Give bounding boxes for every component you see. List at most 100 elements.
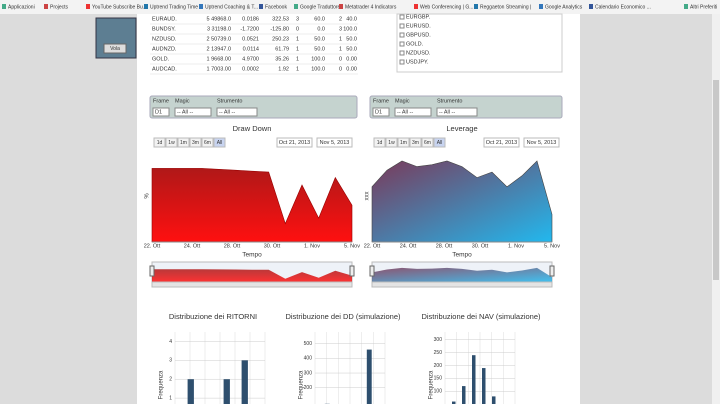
checkbox[interactable] [399, 32, 405, 38]
symbol: USDJPY. [406, 59, 429, 65]
table-cell: 4.9700 [242, 56, 259, 62]
table-cell: 35.26 [275, 56, 289, 62]
date-box[interactable] [316, 137, 353, 148]
histogram-bar [472, 355, 476, 404]
scroll-thumb[interactable] [713, 80, 719, 280]
select-value[interactable]: -- All -- [177, 109, 193, 115]
navigator-handle[interactable] [349, 265, 355, 277]
range-button[interactable] [373, 137, 386, 148]
range-label[interactable]: 3m [412, 140, 419, 146]
checkbox[interactable] [399, 23, 405, 29]
bookmark-icon[interactable] [44, 4, 48, 9]
range-label[interactable]: 1d [377, 140, 383, 146]
range-label[interactable]: 1w [388, 140, 395, 146]
table-cell: 100.0 [311, 56, 325, 62]
bookmark[interactable]: Reggaeton Streaming | [480, 4, 531, 10]
date-box[interactable] [276, 137, 313, 148]
bookmark[interactable]: YouTube Subscribe Bu... [92, 4, 147, 10]
bookmark-icon[interactable] [294, 4, 298, 9]
range-button[interactable] [397, 137, 410, 148]
vola-button[interactable] [103, 43, 127, 54]
date-box[interactable] [483, 137, 520, 148]
bookmark-icon[interactable] [474, 4, 478, 9]
range-label[interactable]: 6m [424, 140, 431, 146]
checkbox[interactable] [399, 14, 405, 20]
range-label[interactable]: 1d [157, 140, 163, 146]
bookmark-icon[interactable] [539, 4, 543, 9]
date-value[interactable]: Nov 5, 2013 [320, 140, 350, 146]
range-label[interactable]: 6m [204, 140, 211, 146]
navigator-handle[interactable] [149, 265, 155, 277]
select[interactable] [436, 107, 478, 117]
bookmark-icon[interactable] [339, 4, 343, 9]
bookmark[interactable]: Calendario Economico ... [595, 4, 651, 10]
range-button[interactable] [177, 137, 190, 148]
range-label[interactable]: 1w [168, 140, 175, 146]
range-button[interactable] [153, 137, 166, 148]
range-button[interactable] [201, 137, 214, 148]
select-value[interactable]: -- All -- [397, 109, 413, 115]
bookmark[interactable]: Applicazioni [8, 4, 35, 10]
range-button[interactable] [421, 137, 434, 148]
bookmark[interactable]: Projects [50, 4, 69, 10]
bookmark[interactable]: Google Traduttore [300, 4, 341, 10]
histogram-bar [462, 386, 466, 404]
x-tick-label: 1. Nov [508, 243, 524, 249]
table-cell: AUDCAD. [152, 66, 177, 72]
date-value[interactable]: Nov 5, 2013 [527, 140, 557, 146]
select[interactable] [394, 107, 432, 117]
bookmark[interactable]: Uptrend Coaching & T... [205, 4, 258, 10]
date-value[interactable]: Oct 21, 2013 [486, 140, 518, 146]
table-cell: 1.92 [278, 66, 289, 72]
range-button[interactable] [189, 137, 202, 148]
select-value[interactable]: -- All -- [219, 109, 235, 115]
range-label[interactable]: All [437, 140, 443, 146]
y-tick-label: 500 [304, 341, 313, 347]
bookmark[interactable]: Uptrend Trading Time [150, 4, 198, 10]
table-cell: 0.0 [317, 26, 325, 32]
select-value[interactable]: -- All -- [439, 109, 455, 115]
bookmark[interactable]: Metatrader 4 Indicators [345, 4, 397, 10]
range-button[interactable] [409, 137, 422, 148]
range-label[interactable]: 3m [192, 140, 199, 146]
select[interactable] [216, 107, 258, 117]
select[interactable] [174, 107, 212, 117]
range-label[interactable]: 1m [180, 140, 187, 146]
select[interactable] [372, 107, 390, 117]
range-label[interactable]: All [217, 140, 223, 146]
y-tick-label: 2 [169, 377, 172, 383]
button-label[interactable]: Vola [110, 46, 120, 52]
bookmark[interactable]: Google Analytics [545, 4, 583, 10]
navigator-handle[interactable] [369, 265, 375, 277]
checkbox[interactable] [399, 50, 405, 56]
range-button[interactable] [213, 137, 226, 148]
bookmark-icon[interactable] [144, 4, 148, 9]
bookmark-icon[interactable] [2, 4, 6, 9]
bookmark-icon[interactable] [684, 4, 688, 9]
table-cell: 0.0002 [242, 66, 259, 72]
bookmark[interactable]: Facebook [265, 4, 287, 10]
bookmark-icon[interactable] [414, 4, 418, 9]
select-value[interactable]: D1 [155, 109, 162, 115]
bookmark-icon[interactable] [199, 4, 203, 9]
bookmark-icon[interactable] [259, 4, 263, 9]
date-box[interactable] [523, 137, 560, 148]
table-cell: 50.0 [346, 36, 357, 42]
range-button[interactable] [433, 137, 446, 148]
x-tick-label: 30. Ott [472, 243, 489, 249]
bookmark[interactable]: Altri Preferiti [690, 4, 717, 10]
navigator-scrollbar[interactable] [371, 281, 553, 288]
bookmark[interactable]: Web Conferencing | G... [420, 4, 473, 10]
range-label[interactable]: 1m [400, 140, 407, 146]
range-button[interactable] [385, 137, 398, 148]
bookmark-icon[interactable] [589, 4, 593, 9]
range-button[interactable] [165, 137, 178, 148]
bookmark-icon[interactable] [86, 4, 90, 9]
date-value[interactable]: Oct 21, 2013 [279, 140, 311, 146]
navigator-scrollbar[interactable] [151, 281, 353, 288]
select-value[interactable]: D1 [375, 109, 382, 115]
select[interactable] [152, 107, 170, 117]
checkbox[interactable] [399, 59, 405, 65]
navigator-handle[interactable] [549, 265, 555, 277]
checkbox[interactable] [399, 41, 405, 47]
